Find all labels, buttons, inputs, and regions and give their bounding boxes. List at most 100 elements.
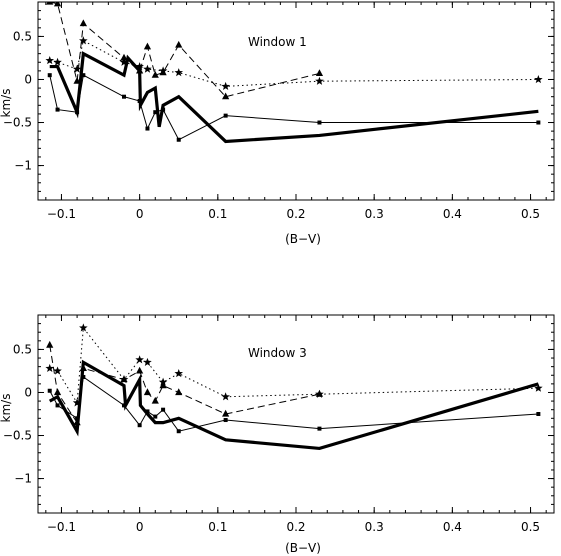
triangle-marker <box>151 396 159 404</box>
star-marker <box>72 398 82 407</box>
y-tick-label: −1 <box>14 159 32 173</box>
chart-panel-window-3: Window 3 km/s (B−V) −0.1 0 0.1 0.2 0.3 0.4 0.5… <box>0 314 555 555</box>
series-line-thick-solid <box>48 359 539 451</box>
y-axis-label: km/s <box>0 89 13 118</box>
x-tick-label: 0.5 <box>521 520 540 534</box>
triangle-marker <box>175 388 183 396</box>
x-tick-label: 0 <box>136 520 144 534</box>
y-tick-label: −0.5 <box>3 116 32 130</box>
series-line-dashed <box>49 345 320 425</box>
triangle-marker <box>120 375 128 383</box>
triangle-marker <box>159 68 167 76</box>
star-marker <box>72 64 82 73</box>
star-marker <box>79 323 88 332</box>
square-marker <box>153 414 158 419</box>
square-marker <box>223 113 228 118</box>
triangle-marker <box>53 388 62 396</box>
star-marker <box>174 68 184 77</box>
plot-area <box>45 2 543 144</box>
x-axis-label: (B−V) <box>285 232 321 246</box>
square-marker <box>176 429 181 434</box>
star-marker <box>221 81 230 91</box>
square-marker <box>47 73 52 78</box>
chart-panel-window-1: Window 1 km/s (B−V) −0.1 0 0.1 0.2 0.3 0.4 0.5… <box>0 1 555 246</box>
triangle-marker <box>53 2 62 7</box>
triangle-marker <box>159 381 167 389</box>
x-tick-label: 0.1 <box>208 520 227 534</box>
square-marker <box>223 418 228 423</box>
star-marker <box>315 76 324 85</box>
triangle-marker <box>222 92 230 100</box>
x-tick-label: −0.1 <box>47 520 76 534</box>
square-marker <box>81 73 86 78</box>
x-tick-label: 0.4 <box>443 520 462 534</box>
y-tick-label: 0 <box>24 385 32 399</box>
y-axis-label: km/s <box>0 394 13 423</box>
plot-frame <box>37 314 555 514</box>
star-marker <box>534 74 543 84</box>
star-marker <box>53 366 62 375</box>
y-tick-label: 0.5 <box>13 29 32 43</box>
triangle-marker <box>315 69 324 77</box>
plot-area <box>45 323 543 451</box>
square-marker <box>47 388 52 393</box>
star-marker <box>79 36 88 45</box>
series-line-thick-solid <box>49 51 539 144</box>
star-marker <box>174 369 184 378</box>
triangle-marker <box>46 340 54 348</box>
x-tick-label: −0.1 <box>47 207 76 221</box>
x-tick-label: 0 <box>136 207 144 221</box>
square-marker <box>55 403 60 408</box>
triangle-marker <box>79 19 87 27</box>
star-marker <box>534 383 543 392</box>
x-tick-label: 0.2 <box>286 207 305 221</box>
square-marker <box>137 423 142 428</box>
triangle-marker <box>143 42 152 50</box>
square-marker <box>536 120 541 125</box>
star-marker <box>45 363 55 373</box>
x-tick-label: 0.4 <box>443 207 462 221</box>
square-marker <box>317 120 322 125</box>
star-marker <box>143 357 152 366</box>
triangle-marker <box>222 409 230 417</box>
star-marker <box>135 62 144 71</box>
triangle-marker <box>136 366 144 374</box>
square-marker <box>55 107 60 112</box>
star-marker <box>53 57 62 66</box>
y-tick-label: 0 <box>24 72 32 86</box>
triangle-marker <box>46 2 54 5</box>
triangle-marker <box>143 388 152 396</box>
y-tick-label: −1 <box>14 472 32 486</box>
series-line-dashed <box>49 2 320 98</box>
square-marker <box>317 426 322 431</box>
chart-annotation: Window 3 <box>248 346 307 360</box>
star-marker <box>143 64 152 73</box>
x-tick-label: 0.3 <box>365 207 384 221</box>
series-line-thin-solid <box>49 74 539 141</box>
square-marker <box>176 137 181 142</box>
y-tick-label: 0.5 <box>13 342 32 356</box>
square-marker <box>536 412 541 416</box>
star-marker <box>119 57 129 66</box>
chart-annotation: Window 1 <box>248 35 307 49</box>
x-tick-label: 0.2 <box>286 520 305 534</box>
square-marker <box>161 407 166 412</box>
square-marker <box>145 409 150 414</box>
triangle-marker <box>315 390 324 397</box>
star-marker <box>45 56 55 65</box>
star-marker <box>135 355 144 364</box>
plot-frame <box>37 1 555 201</box>
y-tick-label: −0.5 <box>3 429 32 443</box>
x-axis-label: (B−V) <box>285 541 321 555</box>
square-marker <box>122 94 126 99</box>
square-marker <box>153 110 158 115</box>
x-tick-label: 0.1 <box>208 207 227 221</box>
star-marker <box>221 392 230 401</box>
triangle-marker <box>151 70 159 78</box>
x-tick-label: 0.5 <box>521 207 540 221</box>
x-tick-label: 0.3 <box>365 520 384 534</box>
triangle-marker <box>120 53 128 61</box>
square-marker <box>145 126 150 131</box>
triangle-marker <box>175 40 183 48</box>
